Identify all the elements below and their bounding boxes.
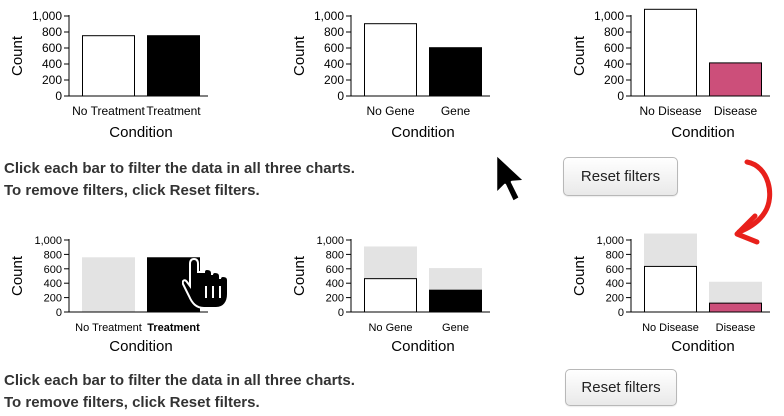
x-tick-label: No Disease — [639, 104, 701, 118]
x-tick-label: Disease — [716, 322, 756, 334]
x-axis-label: Condition — [671, 338, 734, 355]
x-tick-label: Gene — [442, 322, 469, 334]
y-tick-label: 200 — [324, 73, 344, 87]
y-tick-label: 400 — [604, 57, 624, 71]
y-tick-label: 800 — [324, 25, 344, 39]
x-tick-label: No Gene — [366, 104, 414, 118]
bar-no-gene[interactable] — [364, 278, 417, 313]
y-axis-label: Count — [9, 35, 26, 76]
y-tick-label: 0 — [618, 307, 624, 319]
y-tick-label: 600 — [326, 264, 344, 276]
hand-pointer-icon — [182, 257, 229, 309]
x-tick-label: Gene — [441, 104, 471, 118]
bar-no-disease[interactable] — [644, 265, 697, 313]
disease-chart-filtered: 0 200 400 600 800 1,000 Count No Disease Disease… — [571, 233, 770, 355]
x-tick-label: No Treatment — [72, 104, 145, 118]
y-tick-label: 400 — [606, 278, 624, 290]
x-axis-label: Condition — [109, 124, 172, 141]
y-tick-label: 200 — [326, 293, 344, 305]
x-tick-label: Treatment — [147, 322, 200, 334]
bar-no-treatment[interactable] — [82, 35, 135, 97]
x-axis-label: Condition — [391, 124, 454, 141]
y-tick-label: 1,000 — [314, 9, 344, 23]
x-axis-label: Condition — [391, 338, 454, 355]
instructions-bottom: Click each bar to filter the data in all… — [4, 370, 355, 414]
reset-filters-button[interactable]: Reset filters — [563, 157, 678, 196]
y-tick-label: 1,000 — [316, 235, 344, 247]
y-tick-label: 600 — [604, 41, 624, 55]
bar-disease[interactable] — [709, 62, 762, 97]
instructions: Click each bar to filter the data in all… — [4, 158, 355, 202]
y-tick-label: 1,000 — [596, 235, 624, 247]
y-tick-label: 800 — [42, 25, 62, 39]
bar-total-background — [82, 257, 135, 312]
y-tick-label: 1,000 — [34, 235, 62, 247]
x-tick-label: No Gene — [368, 322, 412, 334]
treatment-chart: 0 200 400 600 800 1,000 Count No Treatment Treat… — [9, 9, 208, 141]
y-tick-label: 800 — [44, 249, 62, 261]
y-axis-label: Count — [571, 35, 588, 76]
y-tick-label: 0 — [617, 89, 624, 103]
y-tick-label: 0 — [338, 307, 344, 319]
x-axis-label: Condition — [671, 124, 734, 141]
disease-chart: 0 200 400 600 800 1,000 Count No Disease Disease… — [571, 8, 770, 141]
instructions-bottom-line-2: To remove filters, click Reset filters. — [4, 394, 260, 411]
y-tick-label: 0 — [337, 89, 344, 103]
y-tick-label: 400 — [44, 278, 62, 290]
y-axis-label: Count — [291, 255, 308, 296]
y-tick-label: 200 — [44, 293, 62, 305]
y-axis-label: Count — [571, 255, 588, 296]
bar-treatment[interactable] — [147, 35, 200, 97]
x-axis-label: Condition — [109, 338, 172, 355]
reset-filters-button-bottom[interactable]: Reset filters — [565, 369, 677, 406]
y-tick-label: 400 — [42, 57, 62, 71]
instructions-bottom-line-1: Click each bar to filter the data in all… — [4, 372, 355, 389]
x-tick-label: No Disease — [642, 322, 699, 334]
y-tick-label: 0 — [56, 307, 62, 319]
bar-gene[interactable] — [429, 47, 482, 97]
curved-arrow-down-icon — [734, 159, 773, 245]
gene-chart-filtered: 0 200 400 600 800 1,000 Count No Gene Gene Condit… — [291, 235, 490, 355]
arrow-pointer-icon — [494, 152, 527, 204]
x-tick-label: No Treatment — [75, 322, 142, 334]
x-tick-label: Disease — [714, 104, 758, 118]
y-tick-label: 200 — [42, 73, 62, 87]
y-tick-label: 600 — [42, 41, 62, 55]
y-tick-label: 200 — [604, 73, 624, 87]
instructions-line-1: Click each bar to filter the data in all… — [4, 160, 355, 177]
y-tick-label: 400 — [324, 57, 344, 71]
y-tick-label: 1,000 — [594, 9, 624, 23]
y-tick-label: 200 — [606, 293, 624, 305]
instructions-line-2: To remove filters, click Reset filters. — [4, 182, 260, 199]
bar-no-disease[interactable] — [644, 8, 697, 97]
bar-no-gene[interactable] — [364, 23, 417, 97]
y-tick-label: 600 — [606, 264, 624, 276]
y-tick-label: 600 — [324, 41, 344, 55]
y-tick-label: 800 — [326, 249, 344, 261]
bar-gene[interactable] — [429, 289, 482, 313]
y-tick-label: 400 — [326, 278, 344, 290]
y-tick-label: 800 — [604, 25, 624, 39]
gene-chart: 0 200 400 600 800 1,000 Count No Gene Gene Condit… — [291, 9, 490, 141]
y-axis-label: Count — [9, 255, 26, 296]
y-tick-label: 0 — [55, 89, 62, 103]
y-axis-label: Count — [291, 35, 308, 76]
y-tick-label: 600 — [44, 264, 62, 276]
bar-disease[interactable] — [709, 302, 762, 313]
y-tick-label: 1,000 — [32, 9, 62, 23]
y-tick-label: 800 — [606, 249, 624, 261]
x-tick-label: Treatment — [146, 104, 201, 118]
